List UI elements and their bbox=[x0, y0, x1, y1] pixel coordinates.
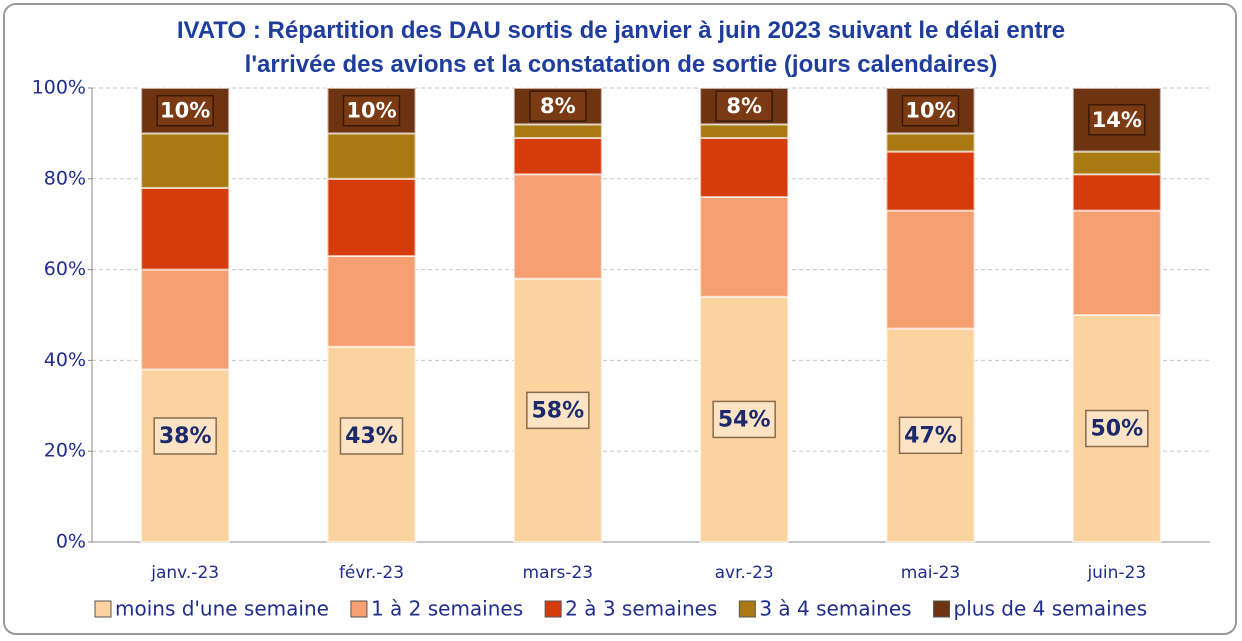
data-label-box bbox=[901, 94, 960, 127]
bar-segment bbox=[885, 150, 976, 212]
data-label: 54% bbox=[718, 407, 771, 432]
data-label: 10% bbox=[905, 99, 955, 123]
legend-swatch bbox=[738, 600, 756, 618]
bar-segment bbox=[140, 368, 231, 544]
legend-label: 2 à 3 semaines bbox=[565, 597, 717, 621]
data-label-box bbox=[715, 90, 773, 122]
data-label: 58% bbox=[531, 398, 584, 423]
data-label-box bbox=[529, 90, 587, 122]
legend-swatch bbox=[94, 600, 112, 618]
data-label: 43% bbox=[345, 424, 398, 449]
data-label-box bbox=[1085, 409, 1149, 448]
x-tick-label: avr.-23 bbox=[715, 563, 774, 583]
legend-label: 1 à 2 semaines bbox=[371, 597, 523, 621]
legend-label: 3 à 4 semaines bbox=[759, 597, 911, 621]
data-label-box bbox=[526, 391, 590, 430]
data-label-box bbox=[153, 417, 217, 455]
x-tick-label: juin-23 bbox=[1086, 563, 1146, 583]
bar-segment bbox=[512, 173, 603, 280]
bar-segment bbox=[326, 254, 417, 348]
bar-segment bbox=[699, 136, 790, 198]
data-label-box bbox=[342, 94, 401, 127]
bar-segment bbox=[140, 132, 231, 189]
bar-segment bbox=[512, 123, 603, 139]
legend-swatch bbox=[933, 600, 951, 618]
bar-segment bbox=[326, 177, 417, 257]
bar-segment bbox=[1071, 209, 1162, 316]
legend-label: plus de 4 semaines bbox=[954, 597, 1148, 621]
data-label-box bbox=[712, 400, 776, 439]
y-tick-label: 0% bbox=[56, 531, 86, 553]
x-tick-label: mars-23 bbox=[523, 563, 594, 583]
chart-title: IVATO : Répartition des DAU sortis de ja… bbox=[176, 17, 1066, 78]
data-label-box bbox=[339, 417, 404, 455]
y-tick-label: 80% bbox=[44, 167, 86, 189]
x-tick-label: mai-23 bbox=[901, 563, 960, 583]
bar-segment bbox=[512, 136, 603, 176]
data-label: 8% bbox=[540, 94, 576, 118]
legend-swatch bbox=[350, 600, 368, 618]
data-label: 8% bbox=[726, 94, 762, 118]
bar-segment bbox=[1071, 150, 1162, 176]
data-label-box bbox=[1088, 104, 1146, 136]
data-label-box bbox=[156, 94, 214, 127]
x-tick-label: janv.-23 bbox=[150, 563, 219, 583]
data-label: 50% bbox=[1090, 417, 1143, 442]
y-tick-label: 60% bbox=[44, 258, 86, 280]
x-tick-label: févr.-23 bbox=[339, 563, 404, 583]
legend-swatch bbox=[544, 600, 562, 618]
bar-segment bbox=[885, 209, 976, 330]
y-tick-label: 20% bbox=[44, 440, 86, 462]
data-label-box bbox=[898, 416, 963, 455]
bar-segment bbox=[699, 195, 790, 298]
bar-segment bbox=[140, 186, 231, 271]
bar-segment bbox=[1071, 173, 1162, 212]
bar-segment bbox=[140, 268, 231, 371]
y-tick-label: 40% bbox=[44, 349, 86, 371]
data-label: 10% bbox=[346, 99, 396, 123]
data-label: 47% bbox=[904, 423, 957, 448]
data-label: 14% bbox=[1092, 108, 1142, 132]
bar-segment bbox=[326, 132, 417, 180]
bar-segment bbox=[699, 123, 790, 139]
data-label: 38% bbox=[159, 424, 212, 449]
bar-segment bbox=[885, 132, 976, 153]
legend-label: moins d'une semaine bbox=[115, 597, 329, 621]
data-label: 10% bbox=[160, 99, 210, 123]
y-tick-label: 100% bbox=[32, 77, 86, 99]
